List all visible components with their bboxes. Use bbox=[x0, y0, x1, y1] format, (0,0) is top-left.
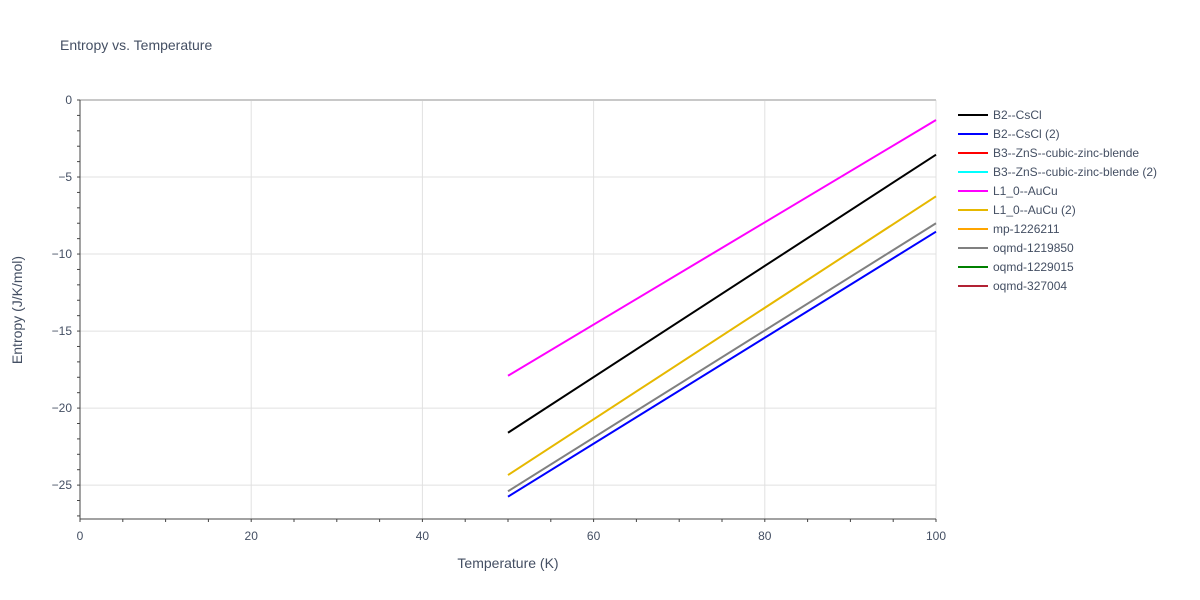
series-line[interactable] bbox=[507, 222, 937, 493]
series-layer bbox=[507, 119, 937, 498]
x-tick-label: 100 bbox=[926, 529, 946, 543]
legend-label: oqmd-1229015 bbox=[993, 260, 1074, 274]
legend-label: B2--CsCl bbox=[993, 108, 1042, 122]
legend-item[interactable]: B3--ZnS--cubic-zinc-blende (2) bbox=[958, 165, 1157, 179]
x-tick-label: 60 bbox=[587, 529, 601, 543]
legend-label: L1_0--AuCu (2) bbox=[993, 203, 1076, 217]
y-tick-label: −10 bbox=[52, 247, 73, 261]
legend-item[interactable]: mp-1226211 bbox=[958, 222, 1060, 236]
x-tick-label: 20 bbox=[245, 529, 259, 543]
legend-item[interactable]: B2--CsCl bbox=[958, 108, 1042, 122]
legend-label: L1_0--AuCu bbox=[993, 184, 1058, 198]
legend-item[interactable]: oqmd-1219850 bbox=[958, 241, 1074, 255]
y-tick-label: 0 bbox=[65, 93, 72, 107]
axis-layer: 0 20 40 60 80 100 0 −5 −10 −15 −20 −25 bbox=[52, 93, 947, 543]
legend-label: B3--ZnS--cubic-zinc-blende bbox=[993, 146, 1139, 160]
x-tick-label: 80 bbox=[758, 529, 772, 543]
legend-label: mp-1226211 bbox=[993, 222, 1060, 236]
legend[interactable]: B2--CsCl B2--CsCl (2) B3--ZnS--cubic-zinc-… bbox=[958, 108, 1157, 293]
legend-item[interactable]: B2--CsCl (2) bbox=[958, 127, 1060, 141]
y-axis-label: Entropy (J/K/mol) bbox=[9, 256, 25, 364]
x-axis-label: Temperature (K) bbox=[457, 555, 558, 571]
legend-item[interactable]: oqmd-1229015 bbox=[958, 260, 1074, 274]
legend-item[interactable]: B3--ZnS--cubic-zinc-blende bbox=[958, 146, 1139, 160]
y-tick-label: −15 bbox=[52, 324, 73, 338]
y-tick-label: −25 bbox=[52, 478, 73, 492]
series-line[interactable] bbox=[507, 153, 937, 434]
y-tick-label: −20 bbox=[52, 401, 73, 415]
legend-label: oqmd-1219850 bbox=[993, 241, 1074, 255]
legend-item[interactable]: L1_0--AuCu bbox=[958, 184, 1058, 198]
grid-layer bbox=[80, 99, 937, 519]
legend-item[interactable]: oqmd-327004 bbox=[958, 279, 1067, 293]
legend-label: oqmd-327004 bbox=[993, 279, 1067, 293]
y-tick-label: −5 bbox=[58, 170, 72, 184]
legend-label: B3--ZnS--cubic-zinc-blende (2) bbox=[993, 165, 1157, 179]
legend-label: B2--CsCl (2) bbox=[993, 127, 1060, 141]
series-line[interactable] bbox=[507, 230, 937, 498]
series-line[interactable] bbox=[507, 195, 937, 476]
x-tick-label: 0 bbox=[77, 529, 84, 543]
series-line[interactable] bbox=[507, 119, 937, 377]
legend-item[interactable]: L1_0--AuCu (2) bbox=[958, 203, 1076, 217]
chart-title: Entropy vs. Temperature bbox=[60, 37, 212, 53]
x-tick-label: 40 bbox=[416, 529, 430, 543]
